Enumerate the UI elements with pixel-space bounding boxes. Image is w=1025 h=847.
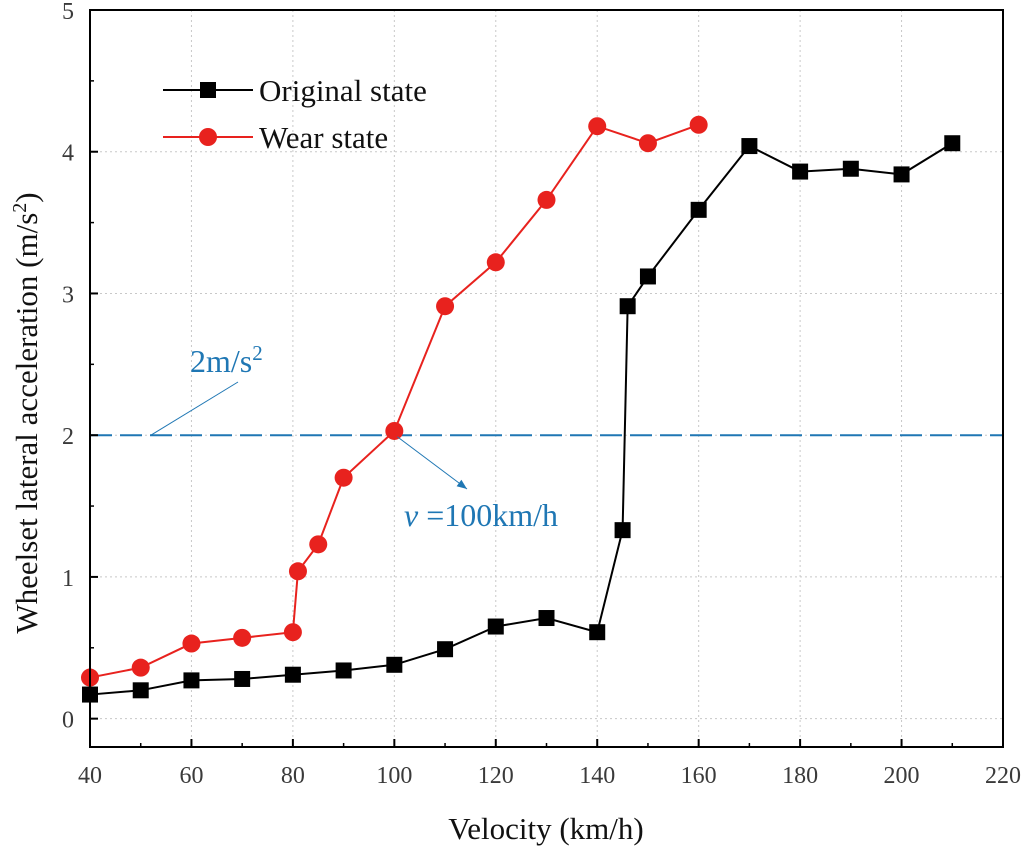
- legend: Original state Wear state: [163, 73, 427, 155]
- data-point: [234, 670, 251, 687]
- data-point: [842, 160, 859, 177]
- data-point: [689, 115, 708, 134]
- annotation-crossing-arrow-line: [397, 436, 468, 490]
- data-point: [944, 135, 961, 152]
- y-axis-title-group: Wheelset lateral acceleration (m/s2): [9, 192, 44, 633]
- x-tick-label: 40: [78, 763, 102, 789]
- data-point: [792, 163, 809, 180]
- data-point: [436, 297, 455, 316]
- y-tick-label: 1: [62, 566, 74, 592]
- x-tick-label: 200: [884, 763, 920, 789]
- data-point: [619, 298, 636, 315]
- series-layer: [81, 115, 961, 703]
- data-point: [386, 656, 403, 673]
- data-point: [639, 268, 656, 285]
- x-tick-label: 180: [782, 763, 818, 789]
- data-point: [588, 117, 607, 136]
- y-tick-label: 0: [62, 708, 74, 734]
- x-tick-label: 100: [376, 763, 412, 789]
- data-point: [690, 201, 707, 218]
- y-tick-label: 5: [62, 0, 74, 25]
- annotation-threshold-leader: [150, 381, 239, 436]
- y-axis-title-main: Wheelset lateral acceleration (m/s: [9, 213, 44, 634]
- tick-labels: 40 60 80 100 120 140 160 180 200 220 0 1 2 3 4 5: [62, 0, 1021, 789]
- data-point: [487, 618, 504, 635]
- data-point: [183, 672, 200, 689]
- x-tick-label: 60: [179, 763, 203, 789]
- data-point: [614, 522, 631, 539]
- data-point: [741, 138, 758, 155]
- y-axis-title: Wheelset lateral acceleration (m/s2): [9, 192, 44, 633]
- data-point: [538, 610, 555, 627]
- annotation-crossing-arrowhead: [456, 479, 467, 489]
- annotation-crossing-label: v =100km/h: [404, 497, 558, 533]
- series-original: [82, 135, 961, 703]
- data-point: [589, 624, 606, 641]
- data-point: [385, 421, 404, 440]
- annotations: 2m/s2 v =100km/h: [150, 341, 558, 533]
- legend-original-label: Original state: [259, 73, 427, 108]
- legend-original-marker: [200, 82, 216, 98]
- data-point: [537, 190, 556, 209]
- data-point: [638, 134, 657, 153]
- legend-wear-marker: [199, 128, 217, 146]
- annotation-threshold-main: 2m/s: [190, 343, 252, 379]
- data-point: [288, 562, 307, 581]
- data-point: [486, 253, 505, 272]
- annotation-crossing-main: =100km/h: [418, 497, 558, 533]
- series-wear: [81, 115, 708, 687]
- data-point: [334, 468, 353, 487]
- data-point: [132, 682, 149, 699]
- data-point: [233, 628, 252, 647]
- data-point: [131, 658, 150, 677]
- x-tick-label: 220: [985, 763, 1021, 789]
- annotation-crossing-italic: v: [404, 497, 419, 533]
- data-point: [182, 634, 201, 653]
- annotation-threshold-sup: 2: [252, 341, 263, 365]
- y-tick-label: 3: [62, 282, 74, 308]
- legend-wear-label: Wear state: [259, 120, 388, 155]
- data-point: [309, 535, 328, 554]
- data-point: [284, 666, 301, 683]
- x-tick-label: 120: [478, 763, 514, 789]
- data-point: [283, 623, 302, 642]
- x-tick-label: 80: [281, 763, 305, 789]
- plot-frame: [89, 9, 1004, 748]
- data-point: [893, 166, 910, 183]
- annotation-threshold-label: 2m/s2: [190, 341, 263, 379]
- x-tick-label: 140: [579, 763, 615, 789]
- y-tick-label: 2: [62, 424, 74, 450]
- x-tick-label: 160: [681, 763, 717, 789]
- x-axis-title: Velocity (km/h): [448, 811, 643, 846]
- y-axis-title-close: ): [9, 192, 44, 202]
- data-point: [335, 662, 352, 679]
- y-tick-label: 4: [62, 141, 74, 167]
- y-axis-title-sup: 2: [9, 203, 31, 213]
- data-point: [437, 641, 454, 658]
- series-line: [89, 142, 953, 696]
